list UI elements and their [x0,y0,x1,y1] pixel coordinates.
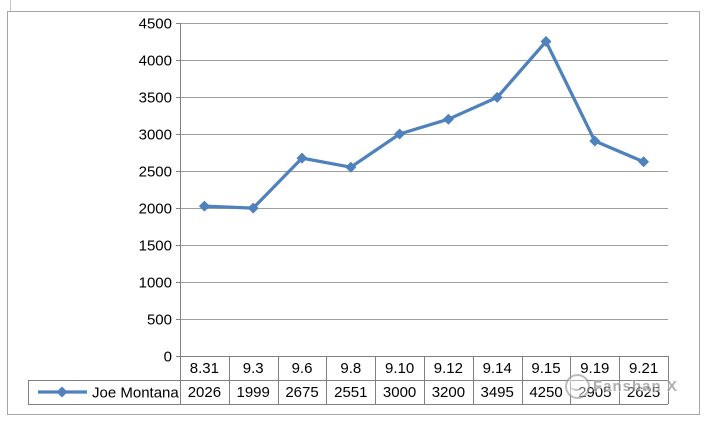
y-axis-tick-label: 2500 [139,164,172,181]
y-axis-tick-label: 3000 [139,127,172,144]
data-point-marker [638,156,650,168]
y-axis-tick-label: 0 [164,349,172,366]
category-cell-label: 9.6 [292,360,313,377]
data-point-marker [589,135,601,147]
value-cell-label: 3495 [481,384,514,401]
value-cell-label: 1999 [237,384,270,401]
y-axis-tick-label: 3500 [139,90,172,107]
value-cell-label: 3000 [383,384,416,401]
category-cell-label: 9.3 [243,360,264,377]
value-cell-label: 2551 [334,384,367,401]
category-cell-label: 9.8 [340,360,361,377]
value-cell-label: 2625 [627,384,660,401]
y-axis-tick-label: 4500 [139,16,172,33]
value-cell-label: 3200 [432,384,465,401]
category-cell-label: 8.31 [190,360,219,377]
legend-marker-key [56,386,68,398]
y-axis-tick-label: 1500 [139,238,172,255]
data-point-marker [442,113,454,125]
data-point-marker [394,128,406,140]
series-line [202,39,646,210]
y-axis-tick-label: 4000 [139,53,172,70]
y-axis-tick-label: 2000 [139,201,172,218]
category-cell-label: 9.21 [629,360,658,377]
y-axis-tick-label: 500 [147,312,172,329]
data-point-marker [296,152,308,164]
value-cell-label: 2675 [285,384,318,401]
data-point-marker [247,202,259,214]
value-cell-label: 2905 [578,384,611,401]
data-point-marker [540,36,552,47]
category-cell-label: 9.14 [483,360,512,377]
y-axis-tick-label: 1000 [139,275,172,292]
category-cell-label: 9.15 [531,360,560,377]
category-cell-label: 9.10 [385,360,414,377]
value-cell-label: 4250 [529,384,562,401]
category-cell-label: 9.12 [434,360,463,377]
value-cell-label: 2026 [188,384,221,401]
data-point-marker [345,161,357,173]
spreadsheet-gridline-artifact [10,0,11,11]
data-point-marker [491,91,503,103]
data-point-marker [198,200,210,212]
category-cell-label: 9.19 [580,360,609,377]
legend-series-label: Joe Montana [92,385,179,402]
chart-frame[interactable] [7,11,700,415]
